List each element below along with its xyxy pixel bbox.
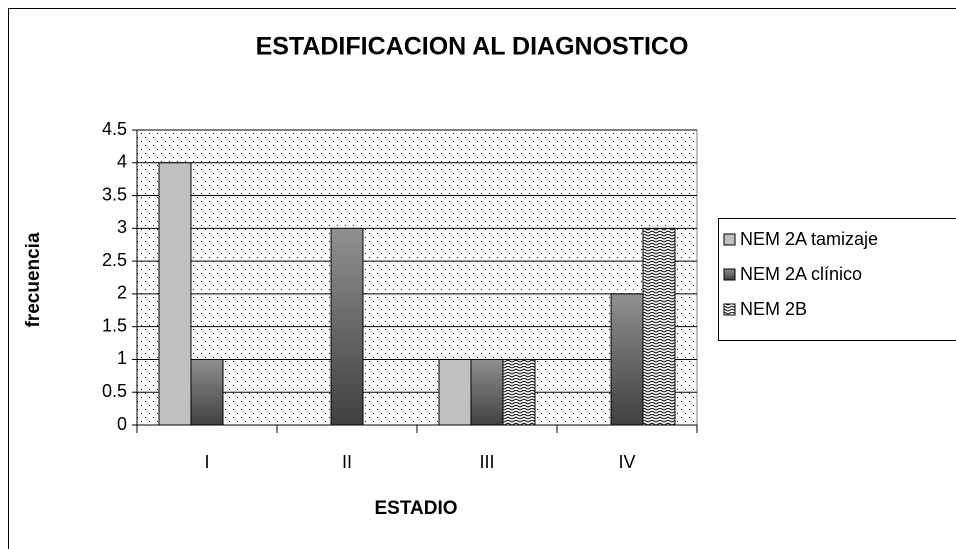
legend-label: NEM 2B xyxy=(740,299,807,319)
bar xyxy=(330,227,364,426)
bar xyxy=(158,162,192,426)
plot-area xyxy=(136,129,698,426)
y-tick-label: 1 xyxy=(117,348,127,368)
y-axis-label: frecuencia xyxy=(23,232,44,327)
legend-swatch xyxy=(723,268,736,281)
bar xyxy=(502,358,536,426)
y-tick-label: 0 xyxy=(117,414,127,434)
bar xyxy=(610,293,644,426)
legend-label: NEM 2A clínico xyxy=(740,264,862,284)
bar xyxy=(642,227,676,426)
x-tick-label: II xyxy=(342,452,352,472)
legend-swatch xyxy=(723,233,736,246)
x-tick-label: I xyxy=(204,452,209,472)
legend-swatch xyxy=(723,303,736,316)
y-tick-label: 4 xyxy=(117,152,127,172)
bar xyxy=(470,358,504,426)
x-axis-label: ESTADIO xyxy=(374,498,457,519)
y-tick-label: 1.5 xyxy=(102,315,127,335)
legend-box xyxy=(718,218,956,341)
bar xyxy=(438,358,472,426)
chart-title: ESTADIFICACION AL DIAGNOSTICO xyxy=(256,33,689,61)
x-tick-label: IV xyxy=(618,452,635,472)
y-tick-label: 2 xyxy=(117,283,127,303)
y-tick-label: 4.5 xyxy=(102,119,127,139)
x-tick-label: III xyxy=(479,452,494,472)
legend-label: NEM 2A tamizaje xyxy=(740,229,878,249)
y-tick-label: 3 xyxy=(117,217,127,237)
y-tick-label: 3.5 xyxy=(102,184,127,204)
y-tick-label: 0.5 xyxy=(102,381,127,401)
y-tick-label: 2.5 xyxy=(102,250,127,270)
bar xyxy=(190,358,224,426)
